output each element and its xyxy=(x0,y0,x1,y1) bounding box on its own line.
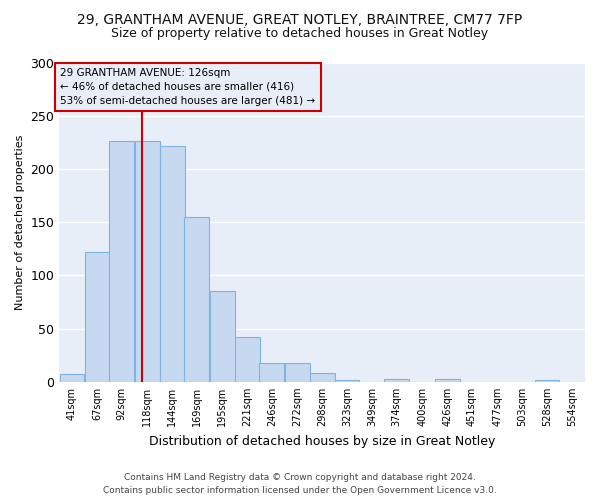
Bar xyxy=(109,142,134,382)
Bar xyxy=(535,380,559,382)
Bar xyxy=(285,362,310,382)
Text: 29 GRANTHAM AVENUE: 126sqm
← 46% of detached houses are smaller (416)
53% of sem: 29 GRANTHAM AVENUE: 126sqm ← 46% of deta… xyxy=(60,68,316,106)
Text: Size of property relative to detached houses in Great Notley: Size of property relative to detached ho… xyxy=(112,28,488,40)
Bar xyxy=(210,292,235,382)
Bar xyxy=(160,146,185,382)
X-axis label: Distribution of detached houses by size in Great Notley: Distribution of detached houses by size … xyxy=(149,434,496,448)
Text: 29, GRANTHAM AVENUE, GREAT NOTLEY, BRAINTREE, CM77 7FP: 29, GRANTHAM AVENUE, GREAT NOTLEY, BRAIN… xyxy=(77,12,523,26)
Bar xyxy=(310,374,335,382)
Bar xyxy=(335,380,359,382)
Bar xyxy=(385,378,409,382)
Bar xyxy=(134,142,160,382)
Bar xyxy=(259,362,284,382)
Bar xyxy=(59,374,85,382)
Bar xyxy=(235,337,260,382)
Bar xyxy=(85,252,110,382)
Bar xyxy=(435,378,460,382)
Y-axis label: Number of detached properties: Number of detached properties xyxy=(15,134,25,310)
Text: Contains HM Land Registry data © Crown copyright and database right 2024.
Contai: Contains HM Land Registry data © Crown c… xyxy=(103,474,497,495)
Bar xyxy=(184,217,209,382)
